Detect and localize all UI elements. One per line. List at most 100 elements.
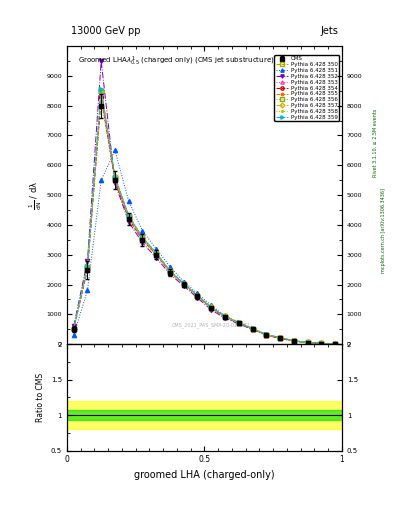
Pythia 6.428 351 [305, 339, 310, 346]
Pythia 6.428 352 [250, 327, 255, 333]
Pythia 6.428 358 [85, 264, 90, 270]
Pythia 6.428 359 [85, 263, 90, 269]
Pythia 6.428 359 [195, 292, 200, 298]
Pythia 6.428 351 [292, 337, 296, 344]
Line: Pythia 6.428 353: Pythia 6.428 353 [72, 98, 337, 346]
Pythia 6.428 352 [85, 258, 90, 264]
Pythia 6.428 353 [195, 293, 200, 299]
Pythia 6.428 354 [209, 305, 214, 311]
Pythia 6.428 355 [85, 265, 90, 271]
Line: Pythia 6.428 359: Pythia 6.428 359 [72, 87, 337, 346]
Pythia 6.428 355 [209, 305, 214, 311]
Pythia 6.428 356 [99, 88, 104, 94]
Pythia 6.428 352 [140, 240, 145, 246]
Pythia 6.428 356 [140, 235, 145, 241]
Pythia 6.428 359 [292, 337, 296, 344]
Line: Pythia 6.428 357: Pythia 6.428 357 [72, 89, 337, 346]
Pythia 6.428 355 [222, 314, 227, 320]
Pythia 6.428 357 [113, 174, 118, 180]
Pythia 6.428 355 [278, 335, 283, 341]
Pythia 6.428 355 [250, 326, 255, 332]
Line: Pythia 6.428 351: Pythia 6.428 351 [72, 148, 337, 346]
Pythia 6.428 358 [127, 214, 131, 220]
Pythia 6.428 357 [72, 326, 76, 332]
Pythia 6.428 350 [182, 281, 186, 287]
Pythia 6.428 356 [305, 339, 310, 346]
Pythia 6.428 356 [195, 292, 200, 298]
Pythia 6.428 350 [305, 339, 310, 346]
Pythia 6.428 357 [182, 281, 186, 287]
Text: mcplots.cern.ch [arXiv:1306.3436]: mcplots.cern.ch [arXiv:1306.3436] [381, 188, 386, 273]
Pythia 6.428 357 [168, 268, 173, 274]
Pythia 6.428 356 [168, 268, 173, 274]
Pythia 6.428 352 [222, 315, 227, 321]
Pythia 6.428 350 [278, 335, 283, 341]
Pythia 6.428 353 [85, 267, 90, 273]
Pythia 6.428 356 [250, 326, 255, 332]
Pythia 6.428 354 [154, 251, 159, 258]
Line: Pythia 6.428 354: Pythia 6.428 354 [72, 95, 337, 346]
Pythia 6.428 359 [222, 313, 227, 319]
Pythia 6.428 356 [209, 305, 214, 311]
Pythia 6.428 352 [237, 321, 241, 327]
Pythia 6.428 357 [99, 88, 104, 94]
Pythia 6.428 358 [195, 293, 200, 299]
Pythia 6.428 355 [319, 340, 324, 347]
Pythia 6.428 357 [292, 338, 296, 344]
Pythia 6.428 350 [168, 268, 173, 274]
Pythia 6.428 350 [222, 314, 227, 320]
Line: Pythia 6.428 356: Pythia 6.428 356 [72, 89, 337, 346]
Pythia 6.428 354 [333, 341, 338, 347]
Pythia 6.428 353 [127, 216, 131, 222]
Pythia 6.428 354 [264, 332, 269, 338]
Legend: CMS, Pythia 6.428 350, Pythia 6.428 351, Pythia 6.428 352, Pythia 6.428 353, Pyt: CMS, Pythia 6.428 350, Pythia 6.428 351,… [274, 55, 339, 121]
Pythia 6.428 359 [113, 174, 118, 180]
Pythia 6.428 357 [237, 319, 241, 326]
Pythia 6.428 354 [72, 326, 76, 332]
Pythia 6.428 354 [85, 267, 90, 273]
Pythia 6.428 352 [333, 341, 338, 347]
Pythia 6.428 351 [182, 279, 186, 285]
Pythia 6.428 350 [140, 234, 145, 240]
Pythia 6.428 356 [319, 340, 324, 347]
Pythia 6.428 359 [209, 304, 214, 310]
Bar [67, 410, 342, 420]
Pythia 6.428 356 [127, 213, 131, 219]
Pythia 6.428 358 [292, 338, 296, 344]
Pythia 6.428 358 [154, 251, 159, 257]
Pythia 6.428 354 [127, 216, 131, 222]
Pythia 6.428 350 [237, 320, 241, 326]
Line: Pythia 6.428 358: Pythia 6.428 358 [72, 90, 337, 346]
Pythia 6.428 350 [195, 293, 200, 299]
Pythia 6.428 357 [333, 341, 338, 347]
Pythia 6.428 356 [292, 338, 296, 344]
Pythia 6.428 356 [278, 335, 283, 341]
Pythia 6.428 359 [72, 326, 76, 332]
Pythia 6.428 353 [237, 320, 241, 326]
Pythia 6.428 352 [305, 339, 310, 346]
Pythia 6.428 353 [222, 314, 227, 320]
Pythia 6.428 353 [305, 339, 310, 346]
Text: Rivet 3.1.10, ≥ 2.5M events: Rivet 3.1.10, ≥ 2.5M events [373, 109, 378, 178]
Pythia 6.428 353 [182, 281, 186, 287]
Pythia 6.428 356 [264, 331, 269, 337]
Pythia 6.428 358 [250, 326, 255, 332]
Pythia 6.428 352 [168, 271, 173, 277]
Pythia 6.428 351 [113, 147, 118, 154]
Pythia 6.428 359 [168, 268, 173, 274]
Pythia 6.428 352 [292, 338, 296, 344]
Pythia 6.428 351 [333, 341, 338, 347]
Pythia 6.428 354 [99, 94, 104, 100]
Pythia 6.428 350 [99, 88, 104, 94]
Pythia 6.428 352 [264, 332, 269, 338]
Pythia 6.428 358 [140, 236, 145, 242]
Pythia 6.428 357 [319, 340, 324, 347]
Pythia 6.428 356 [72, 326, 76, 332]
Pythia 6.428 356 [154, 250, 159, 257]
Pythia 6.428 352 [278, 335, 283, 342]
Pythia 6.428 358 [113, 175, 118, 181]
Pythia 6.428 354 [168, 269, 173, 275]
Pythia 6.428 359 [250, 325, 255, 331]
Pythia 6.428 357 [278, 335, 283, 341]
Pythia 6.428 355 [140, 236, 145, 242]
